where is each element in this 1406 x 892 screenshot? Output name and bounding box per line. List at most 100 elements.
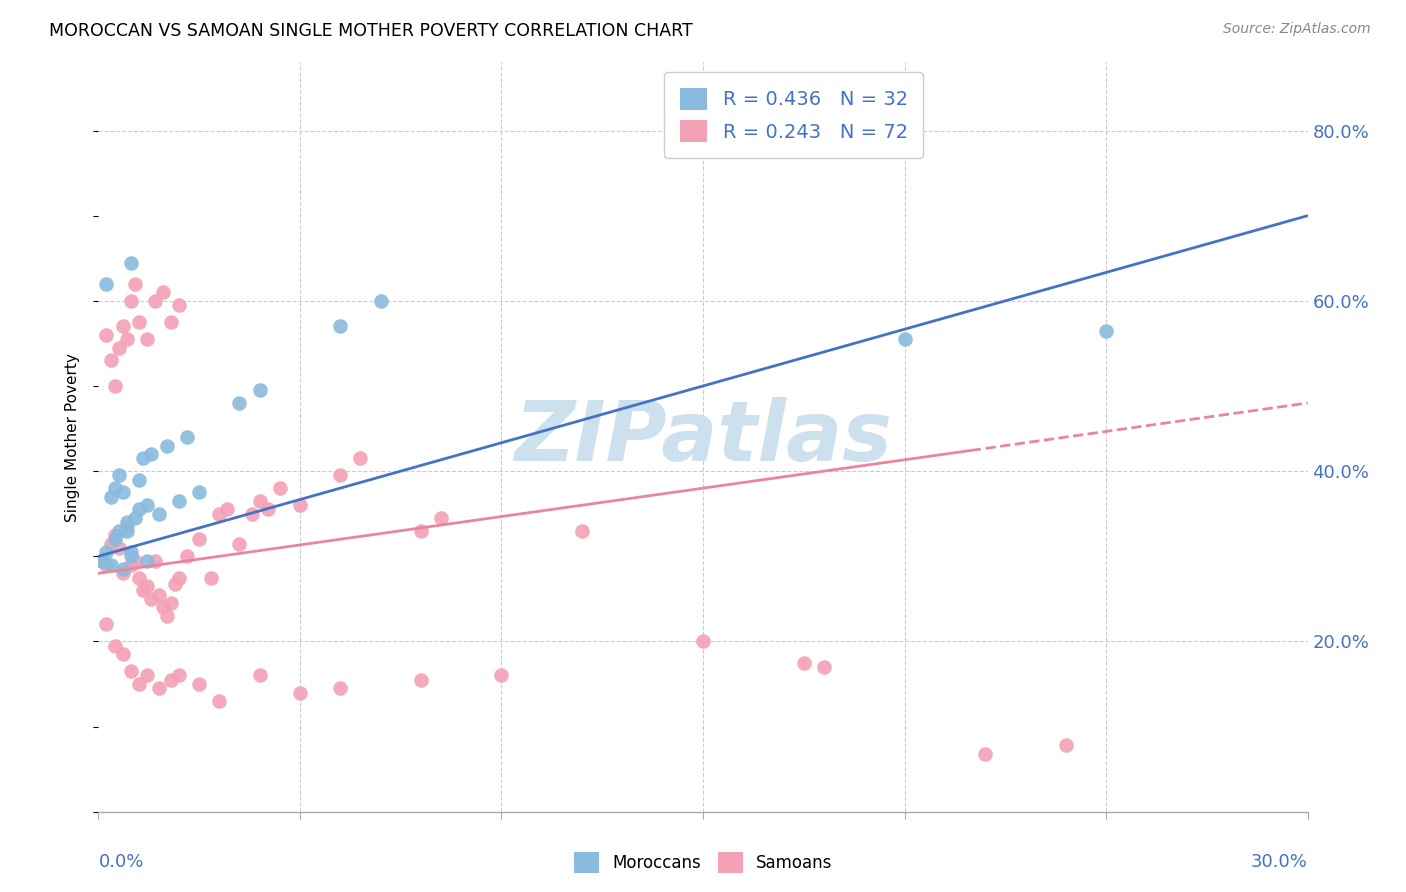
Point [100, 353, 122, 368]
Point [135, 579, 157, 593]
Point [370, 293, 392, 308]
Point [1095, 324, 1118, 338]
Y-axis label: Single Mother Poverty: Single Mother Poverty [65, 352, 80, 522]
Point [256, 502, 278, 516]
Point [188, 485, 211, 500]
Point [128, 502, 150, 516]
Point [208, 694, 231, 708]
Point [103, 379, 125, 393]
Point [163, 576, 186, 591]
Point [329, 468, 352, 483]
Point [100, 558, 122, 572]
Point [135, 553, 157, 567]
Point [120, 255, 142, 269]
Point [249, 384, 271, 398]
Point [409, 673, 432, 687]
Point [96, 327, 118, 342]
Point [124, 553, 146, 567]
Point [160, 596, 183, 610]
Point [143, 553, 166, 567]
Point [160, 673, 183, 687]
Point [128, 571, 150, 585]
Point [124, 511, 146, 525]
Point [132, 583, 155, 598]
Point [217, 502, 239, 516]
Point [96, 277, 118, 291]
Point [349, 451, 371, 466]
Point [228, 536, 250, 550]
Point [120, 545, 142, 559]
Point [96, 545, 118, 559]
Point [128, 315, 150, 329]
Point [135, 332, 157, 346]
Point [107, 468, 129, 483]
Point [240, 507, 263, 521]
Point [91, 553, 114, 567]
Legend: R = 0.436   N = 32, R = 0.243   N = 72: R = 0.436 N = 32, R = 0.243 N = 72 [664, 72, 924, 158]
Point [100, 490, 122, 504]
Point [135, 498, 157, 512]
Point [692, 634, 714, 648]
Point [188, 677, 211, 691]
Point [128, 473, 150, 487]
Point [288, 498, 311, 512]
Legend: Moroccans, Samoans: Moroccans, Samoans [567, 846, 839, 880]
Point [139, 591, 162, 606]
Text: 0.0%: 0.0% [98, 853, 143, 871]
Point [103, 528, 125, 542]
Point [167, 494, 190, 508]
Point [188, 533, 211, 547]
Point [91, 553, 114, 567]
Point [148, 681, 170, 696]
Point [160, 315, 183, 329]
Point [111, 566, 134, 581]
Point [107, 524, 129, 538]
Point [430, 511, 453, 525]
Point [111, 647, 134, 661]
Point [409, 524, 432, 538]
Point [103, 533, 125, 547]
Point [208, 507, 231, 521]
Point [107, 541, 129, 555]
Point [111, 562, 134, 576]
Point [152, 285, 174, 300]
Point [120, 664, 142, 678]
Point [100, 536, 122, 550]
Point [329, 319, 352, 334]
Point [143, 293, 166, 308]
Point [571, 524, 593, 538]
Point [176, 430, 198, 444]
Point [156, 608, 179, 623]
Point [115, 519, 138, 533]
Point [200, 571, 222, 585]
Point [115, 515, 138, 529]
Point [96, 617, 118, 632]
Point [132, 451, 155, 466]
Point [107, 341, 129, 355]
Point [111, 485, 134, 500]
Point [974, 747, 997, 761]
Point [156, 439, 179, 453]
Point [1054, 739, 1077, 753]
Text: Source: ZipAtlas.com: Source: ZipAtlas.com [1223, 22, 1371, 37]
Point [167, 571, 190, 585]
Text: ZIPatlas: ZIPatlas [515, 397, 891, 477]
Point [813, 660, 835, 674]
Point [228, 396, 250, 410]
Point [103, 481, 125, 495]
Point [135, 668, 157, 682]
Text: MOROCCAN VS SAMOAN SINGLE MOTHER POVERTY CORRELATION CHART: MOROCCAN VS SAMOAN SINGLE MOTHER POVERTY… [49, 22, 693, 40]
Point [115, 524, 138, 538]
Point [103, 639, 125, 653]
Point [139, 447, 162, 461]
Point [793, 656, 815, 670]
Point [167, 298, 190, 312]
Point [152, 600, 174, 615]
Point [120, 293, 142, 308]
Point [249, 668, 271, 682]
Point [120, 558, 142, 572]
Point [288, 685, 311, 699]
Text: 30.0%: 30.0% [1251, 853, 1308, 871]
Point [111, 319, 134, 334]
Point [176, 549, 198, 564]
